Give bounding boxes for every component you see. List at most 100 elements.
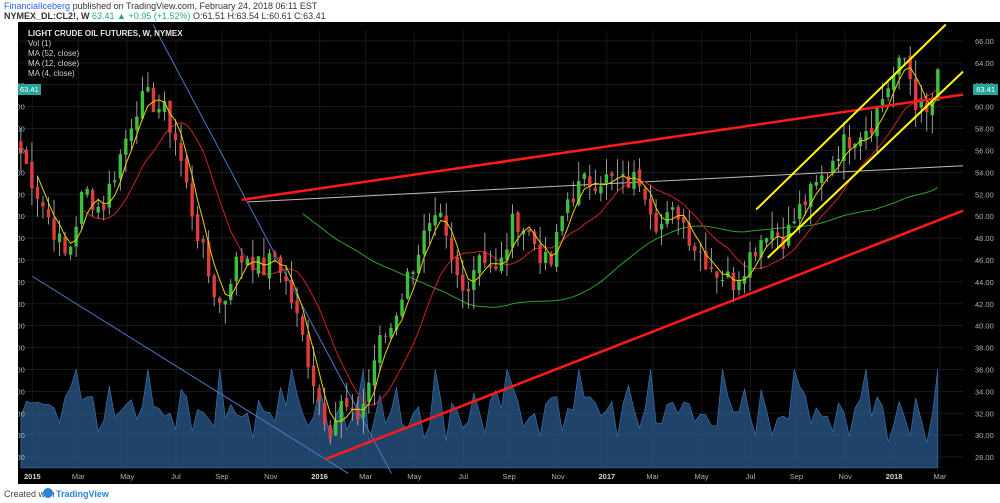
candle-body (648, 198, 653, 215)
y-tick-label: 52.00 (975, 190, 994, 199)
candle-body (875, 107, 879, 137)
candle-body (577, 181, 581, 205)
price-badge-left: 63.41 (18, 84, 41, 95)
candle-body (135, 116, 139, 131)
candle-body (637, 169, 642, 187)
candle-body (919, 101, 923, 108)
candle-body (46, 209, 51, 218)
candle-body (30, 161, 34, 189)
candle-body (444, 215, 448, 236)
legend-item-ma52[interactable]: MA (52, close) (28, 49, 80, 58)
candle-body (549, 253, 553, 265)
candle-body (632, 171, 636, 189)
candle-body (604, 174, 609, 185)
candle-body (532, 231, 537, 245)
candle-body (19, 141, 23, 153)
x-tick-label: May (407, 472, 421, 481)
candle-body (798, 204, 802, 220)
candle-body (687, 222, 691, 246)
candle-body (930, 101, 934, 116)
candle-body (869, 128, 874, 134)
legend-item-ma12[interactable]: MA (12, close) (28, 59, 80, 68)
candle-body (240, 255, 244, 263)
y-tick-label: 42.00 (975, 300, 994, 309)
candle-body (560, 215, 564, 232)
author-link[interactable]: FinancialIceberg (4, 1, 71, 11)
candle-body (140, 91, 145, 119)
legend-item-volume[interactable]: Vol (1) (28, 39, 52, 48)
candle-body (626, 175, 631, 188)
ma4-line (36, 66, 939, 422)
candle-body (129, 128, 134, 142)
x-tick-label: May (695, 472, 709, 481)
x-tick-label: Sep (790, 472, 803, 481)
candle-body (339, 401, 343, 422)
candle-body (41, 201, 45, 207)
tradingview-brand[interactable]: TradingView (56, 489, 109, 499)
candle-body (715, 271, 719, 278)
candle-body (527, 229, 531, 233)
candle-body (621, 173, 625, 176)
y-tick-label-left: 50.00 (18, 212, 25, 221)
y-tick-label: 50.00 (975, 212, 994, 221)
candle-body (914, 78, 918, 111)
candle-body (229, 283, 233, 300)
candle-body (455, 257, 459, 276)
tradingview-logo-icon[interactable] (43, 488, 53, 498)
y-tick-label: 48.00 (975, 234, 994, 243)
y-tick-label-left: 40.00 (18, 322, 25, 331)
y-tick-label: 56.00 (975, 146, 994, 155)
candle-body (566, 199, 570, 213)
candle-body (328, 425, 332, 439)
candle-body (85, 188, 89, 195)
candle-body (300, 316, 305, 335)
candle-body (698, 251, 702, 253)
y-tick-label: 40.00 (975, 322, 994, 331)
candle-body (588, 176, 592, 188)
x-tick-label: Sep (502, 472, 515, 481)
red-resistance-line (241, 93, 964, 201)
chart-area[interactable]: 28.00 30.00 32.00 34.00 36.00 38.00 40.00 42.00… (18, 22, 1000, 484)
ohlc-text: O:61.51 H:63.54 L:60.61 C:63.41 (193, 11, 326, 21)
candle-body (654, 212, 658, 232)
y-tick-label-left: 42.00 (18, 300, 25, 309)
candle-body (682, 216, 686, 223)
candle-body (157, 108, 161, 113)
price-badge: 63.41 (973, 84, 998, 95)
candle-body (461, 274, 465, 291)
candle-body (659, 223, 664, 230)
candle-body (610, 173, 614, 177)
y-tick-label: 30.00 (975, 431, 994, 440)
ma52-line (302, 187, 939, 308)
published-text: published on TradingView.com, February 2… (72, 1, 318, 11)
candle-body (107, 183, 111, 208)
candle-body (759, 239, 763, 258)
candle-body (190, 183, 194, 217)
candle-body (814, 182, 818, 186)
candle-body (543, 251, 548, 264)
candle-body (792, 221, 796, 224)
candle-body (665, 212, 669, 225)
candle-body (803, 201, 807, 206)
y-tick-label: 60.00 (975, 103, 994, 112)
candle-body (245, 258, 250, 266)
candle-body (753, 251, 758, 257)
candle-body (124, 138, 128, 155)
candle-body (615, 177, 620, 179)
candle-body (472, 270, 476, 290)
candle-body (162, 101, 167, 113)
candle-body (494, 266, 498, 270)
candle-body (599, 186, 603, 194)
y-tick-label-left: 56.00 (18, 146, 25, 155)
candle-body (477, 255, 482, 274)
candle-body (345, 397, 349, 407)
candle-body (554, 231, 559, 267)
candle-body (538, 244, 542, 264)
price-chart-svg[interactable]: 28.00 30.00 32.00 34.00 36.00 38.00 40.00 42.00… (18, 22, 1000, 484)
candle-body (770, 230, 774, 240)
y-tick-label-left: 48.00 (18, 234, 25, 243)
x-tick-label: Jul (171, 472, 181, 481)
candle-body (212, 275, 216, 298)
legend-item-ma4[interactable]: MA (4, close) (28, 69, 75, 78)
candle-body (748, 252, 752, 278)
